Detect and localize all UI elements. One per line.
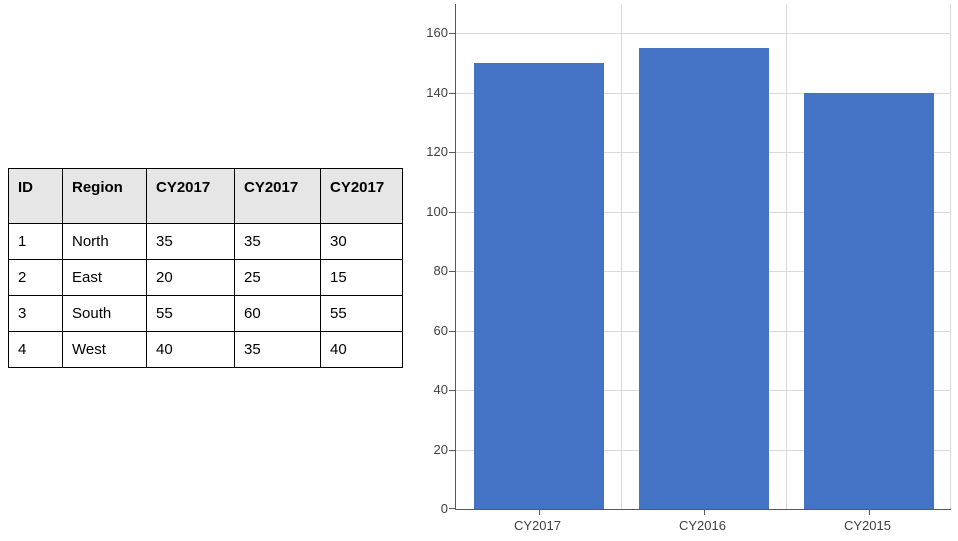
table-row: 2 East 20 25 15	[8, 259, 403, 296]
y-axis-tick-label: 100	[426, 203, 448, 219]
v-gridline	[786, 4, 787, 509]
table-header-cell: ID	[8, 168, 63, 224]
y-axis-tick-label: 20	[433, 441, 448, 457]
y-axis-tick-label: 40	[433, 382, 448, 397]
x-axis-category-label: CY2015	[844, 518, 891, 533]
table-cell: 55	[146, 295, 235, 332]
table-cell: 40	[146, 331, 235, 368]
table-cell: 40	[320, 331, 403, 368]
v-gridline	[621, 4, 622, 509]
y-axis-tick-label: 160	[426, 25, 448, 40]
table-cell: 35	[234, 331, 321, 368]
table-cell: 60	[234, 295, 321, 332]
y-axis-tick	[449, 508, 455, 509]
x-axis-tick	[868, 509, 870, 515]
table-cell: 15	[320, 259, 403, 296]
table-header-cell: CY2017	[320, 168, 403, 224]
x-axis-tick	[538, 509, 540, 515]
table-cell: 2	[8, 259, 63, 296]
table-cell: 35	[146, 223, 235, 260]
y-axis-tick	[449, 211, 455, 213]
table-row: 4 West 40 35 40	[8, 331, 403, 368]
table-row: 3 South 55 60 55	[8, 295, 403, 332]
table-row: 1 North 35 35 30	[8, 223, 403, 260]
x-axis-category-label: CY2017	[514, 518, 561, 533]
y-axis-tick-label: 80	[433, 263, 448, 278]
table-header-cell: CY2017	[146, 168, 235, 224]
table-cell: 55	[320, 295, 403, 332]
y-axis-tick-label: 120	[426, 144, 448, 159]
x-axis-category-label: CY2016	[679, 518, 726, 533]
bar-cy2015	[803, 92, 934, 509]
bar-chart: 0 20 40 60 80 100 120 140 160 CY2017 CY2016 CY2015	[420, 0, 958, 541]
table-cell: 30	[320, 223, 403, 260]
table-cell: West	[62, 331, 147, 368]
table-cell: East	[62, 259, 147, 296]
table-header-cell: CY2017	[234, 168, 321, 224]
table-cell: North	[62, 223, 147, 260]
bar-cy2017	[473, 62, 604, 509]
bar-cy2016	[638, 47, 769, 509]
table-cell: 35	[234, 223, 321, 260]
y-axis-tick	[449, 271, 455, 272]
plot-area	[449, 4, 951, 515]
y-axis-tick	[449, 449, 455, 451]
v-gridline	[950, 4, 951, 509]
data-table: ID Region CY2017 CY2017 CY2017 1 North 35 35 30 2…	[8, 168, 403, 368]
table-body: 1 North 35 35 30 2 East 20 25 15 3 South 55 60 55 4 West…	[8, 223, 403, 368]
y-axis-tick	[449, 390, 455, 391]
y-axis-tick	[449, 92, 455, 94]
table-cell: South	[62, 295, 147, 332]
y-axis-tick-label: 0	[440, 501, 448, 516]
table-cell: 4	[8, 331, 63, 368]
table-cell: 1	[8, 223, 63, 260]
y-axis-tick-label: 60	[433, 322, 448, 338]
y-axis-tick	[449, 33, 455, 34]
table-header-cell: Region	[62, 168, 147, 224]
table-cell: 25	[234, 259, 321, 296]
x-axis-tick	[703, 509, 705, 515]
y-axis-tick	[449, 330, 455, 332]
y-axis-tick	[449, 152, 455, 153]
table-header-row: ID Region CY2017 CY2017 CY2017	[8, 168, 403, 224]
table-cell: 3	[8, 295, 63, 332]
table-cell: 20	[146, 259, 235, 296]
y-axis-tick-label: 140	[426, 84, 448, 100]
h-gridline	[456, 33, 951, 34]
